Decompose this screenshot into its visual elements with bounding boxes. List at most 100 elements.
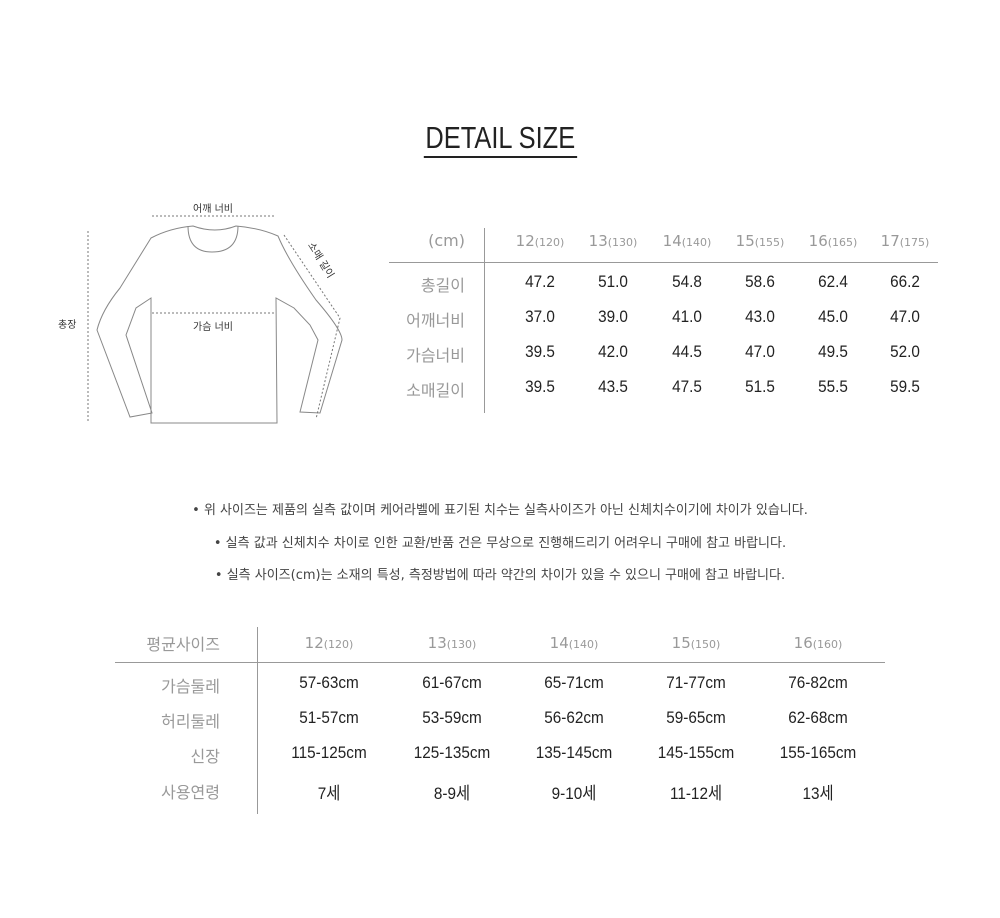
table-cell: 43.5 [598,377,628,396]
note-1: • 위 사이즈는 제품의 실측 값이며 케어라벨에 표기된 치수는 실측사이즈가… [192,503,808,518]
table-cell: 42.0 [598,342,628,361]
size-column-header: 13(130) [568,232,658,250]
height-range: (160) [812,638,843,651]
row-label: 총길이 [420,276,465,295]
size-column-header: 14(140) [642,232,732,250]
table-cell: 7세 [317,784,341,803]
total-length-label: 총장 [58,320,77,331]
table-cell: 71-77cm [666,673,726,692]
size-number: 14 [549,634,569,652]
header-divider [389,262,938,263]
table-cell: 9-10세 [551,784,597,803]
row-label: 소매길이 [406,381,465,400]
row-label: 사용연령 [161,783,220,802]
table-cell: 53-59cm [422,708,482,727]
size-column-header: 12(120) [495,232,585,250]
row-label: 신장 [190,747,220,766]
table-cell: 155-165cm [779,743,857,762]
height-range: (150) [690,638,721,651]
height-range: (120) [534,236,565,249]
table-cell: 62-68cm [788,708,848,727]
table-cell: 13세 [802,784,834,803]
size-column-header: 16(160) [773,634,863,652]
size-column-header: 16(165) [788,232,878,250]
size-number: 17 [880,232,900,250]
table-cell: 51.0 [598,272,628,291]
size-column-header: 17(175) [860,232,950,250]
size-number: 15 [735,232,755,250]
row-label: 허리둘레 [161,712,220,731]
table-cell: 43.0 [745,307,775,326]
size-number: 13 [427,634,447,652]
avg-header-label: 평균사이즈 [146,635,220,654]
table-cell: 44.5 [672,342,702,361]
table-cell: 66.2 [890,272,920,291]
height-range: (175) [899,236,930,249]
table-cell: 54.8 [672,272,702,291]
table-cell: 125-135cm [413,743,491,762]
note-2: • 실측 값과 신체치수 차이로 인한 교환/반품 건은 무상으로 진행해드리기… [213,536,787,551]
height-range: (140) [681,236,712,249]
table-cell: 49.5 [818,342,848,361]
table-cell: 39.0 [598,307,628,326]
table-cell: 47.5 [672,377,702,396]
height-range: (130) [607,236,638,249]
size-number: 16 [793,634,813,652]
height-range: (120) [323,638,354,651]
row-label: 가슴둘레 [161,677,220,696]
table-cell: 55.5 [818,377,848,396]
shirt-outline-icon [87,215,343,424]
table-cell: 47.0 [745,342,775,361]
table-cell: 145-155cm [657,743,735,762]
height-range: (165) [827,236,858,249]
shoulder-width-label: 어깨 너비 [193,204,233,215]
height-range: (140) [568,638,599,651]
size-column-header: 14(140) [529,634,619,652]
table-cell: 39.5 [525,342,555,361]
table-cell: 51.5 [745,377,775,396]
size-number: 14 [662,232,682,250]
size-column-header: 13(130) [407,634,497,652]
table-cell: 59.5 [890,377,920,396]
table-cell: 59-65cm [666,708,726,727]
table-cell: 51-57cm [299,708,359,727]
size-column-header: 12(120) [284,634,374,652]
table-cell: 8-9세 [433,784,471,803]
size-column-header: 15(155) [715,232,805,250]
table-cell: 47.0 [890,307,920,326]
avg-column-divider [257,627,258,814]
table-cell: 37.0 [525,307,555,326]
chest-width-label: 가슴 너비 [193,322,233,333]
table-cell: 45.0 [818,307,848,326]
row-label: 어깨너비 [406,311,465,330]
size-number: 13 [588,232,608,250]
detail-size-table: (cm) 12(120) 13(130) 14(140) 15(155) 16(165)… [0,0,1000,430]
height-range: (155) [754,236,785,249]
table-cell: 115-125cm [291,743,367,762]
size-number: 12 [515,232,535,250]
unit-label: (cm) [428,231,465,250]
table-cell: 11-12세 [669,784,723,803]
table-cell: 52.0 [890,342,920,361]
table-cell: 58.6 [745,272,775,291]
row-label: 가슴너비 [406,346,465,365]
page-title: DETAIL SIZE [0,120,1000,158]
note-3: • 실측 사이즈(cm)는 소재의 특성, 측정방법에 따라 약간의 차이가 있… [214,568,786,583]
shirt-diagram: 어깨 너비 가슴 너비 총장 소매 길이 [50,190,360,430]
table-cell: 62.4 [818,272,848,291]
size-number: 12 [304,634,324,652]
table-cell: 76-82cm [788,673,848,692]
table-cell: 57-63cm [299,673,359,692]
size-column-header: 15(150) [651,634,741,652]
size-number: 15 [671,634,691,652]
column-divider [484,228,485,413]
table-cell: 47.2 [525,272,555,291]
size-number: 16 [808,232,828,250]
table-cell: 135-145cm [535,743,613,762]
table-cell: 39.5 [525,377,555,396]
avg-header-divider [115,662,885,663]
table-cell: 61-67cm [422,673,482,692]
height-range: (130) [446,638,477,651]
table-cell: 41.0 [672,307,702,326]
